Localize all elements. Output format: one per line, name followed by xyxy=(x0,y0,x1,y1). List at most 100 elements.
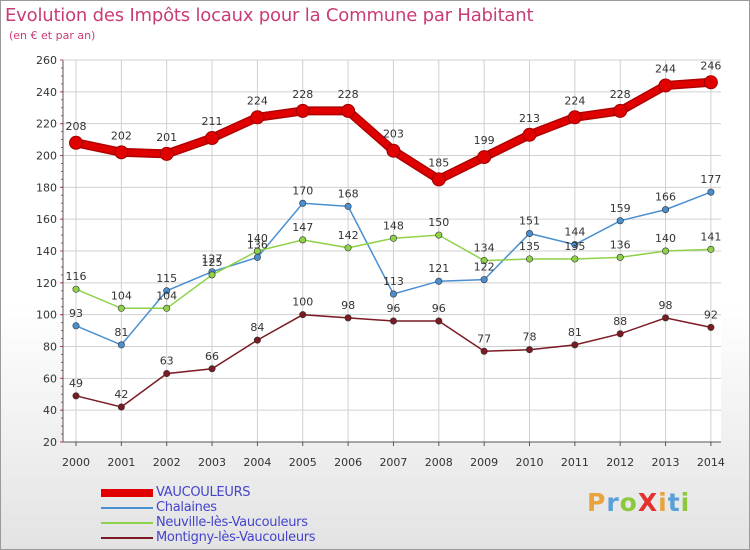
point-vaucouleurs xyxy=(69,135,83,150)
brand-letter: X xyxy=(637,488,659,517)
x-tick-label: 2013 xyxy=(652,456,680,469)
x-tick-label: 2004 xyxy=(243,456,271,469)
data-labels: 93 81 115 127 136 170 168 113 121 122 151 144 159 166… xyxy=(66,59,722,401)
data-label-vaucouleurs: 199 xyxy=(474,134,495,147)
x-tick-label: 2001 xyxy=(107,456,135,469)
point-montigny-les-vaucouleurs xyxy=(707,323,715,331)
y-tick-label: 160 xyxy=(36,213,57,226)
point-chalaines xyxy=(72,322,80,330)
data-label-montigny-les-vaucouleurs: 96 xyxy=(432,302,446,315)
point-vaucouleurs xyxy=(341,103,356,118)
data-label-vaucouleurs: 228 xyxy=(292,88,313,101)
point-montigny-les-vaucouleurs xyxy=(299,311,307,319)
y-tick-label: 60 xyxy=(43,372,57,385)
brand-letter: P xyxy=(587,488,607,517)
x-tick-label: 2010 xyxy=(516,456,544,469)
point-vaucouleurs xyxy=(114,145,129,160)
data-label-montigny-les-vaucouleurs: 42 xyxy=(114,388,128,401)
point-vaucouleurs xyxy=(703,75,718,90)
data-label-vaucouleurs: 228 xyxy=(610,88,631,101)
y-tick-label: 40 xyxy=(43,404,57,417)
y-tick-label: 200 xyxy=(36,150,57,163)
brand-letter: r xyxy=(606,488,620,517)
point-vaucouleurs xyxy=(295,103,310,118)
data-label-neuville-les-vaucouleurs: 140 xyxy=(247,232,268,245)
point-vaucouleurs xyxy=(386,143,401,158)
point-montigny-les-vaucouleurs xyxy=(253,336,261,344)
point-montigny-les-vaucouleurs xyxy=(389,317,397,325)
point-neuville-les-vaucouleurs xyxy=(208,271,216,279)
brand-logo: ProXiti xyxy=(587,488,690,517)
data-label-neuville-les-vaucouleurs: 134 xyxy=(474,242,495,255)
point-vaucouleurs xyxy=(431,172,446,187)
data-label-montigny-les-vaucouleurs: 100 xyxy=(292,296,313,309)
y-tick-label: 240 xyxy=(36,86,57,99)
point-chalaines xyxy=(253,253,261,261)
data-label-vaucouleurs: 208 xyxy=(66,120,87,133)
chart-title: Evolution des Impôts locaux pour la Comm… xyxy=(5,5,534,26)
point-chalaines xyxy=(344,202,352,210)
data-label-chalaines: 166 xyxy=(655,191,676,204)
point-chalaines xyxy=(525,229,533,237)
data-label-montigny-les-vaucouleurs: 96 xyxy=(386,302,400,315)
point-neuville-les-vaucouleurs xyxy=(571,255,579,263)
y-tick-label: 260 xyxy=(36,54,57,67)
x-tick-label: 2011 xyxy=(561,456,589,469)
data-label-neuville-les-vaucouleurs: 148 xyxy=(383,219,404,232)
data-label-montigny-les-vaucouleurs: 92 xyxy=(704,308,718,321)
point-vaucouleurs xyxy=(567,110,582,125)
x-tick-label: 2000 xyxy=(62,456,90,469)
data-label-vaucouleurs: 203 xyxy=(383,128,404,141)
grid xyxy=(63,59,721,443)
data-label-montigny-les-vaucouleurs: 98 xyxy=(659,299,673,312)
point-vaucouleurs xyxy=(613,103,628,118)
point-neuville-les-vaucouleurs xyxy=(435,231,443,239)
data-label-chalaines: 144 xyxy=(564,226,585,239)
data-label-chalaines: 127 xyxy=(202,253,223,266)
x-tick-label: 2003 xyxy=(198,456,226,469)
data-label-montigny-les-vaucouleurs: 98 xyxy=(341,299,355,312)
data-label-neuville-les-vaucouleurs: 140 xyxy=(655,232,676,245)
point-vaucouleurs xyxy=(522,127,537,142)
brand-letter: i xyxy=(658,488,668,517)
data-label-montigny-les-vaucouleurs: 88 xyxy=(613,315,627,328)
legend-swatch xyxy=(101,489,153,497)
legend-label: VAUCOULEURS xyxy=(156,485,251,500)
data-label-chalaines: 177 xyxy=(700,173,721,186)
data-label-neuville-les-vaucouleurs: 116 xyxy=(66,270,87,283)
point-vaucouleurs xyxy=(658,78,673,93)
x-tick-label: 2012 xyxy=(606,456,634,469)
y-tick-label: 140 xyxy=(36,245,57,258)
data-label-chalaines: 81 xyxy=(114,326,128,339)
data-label-vaucouleurs: 244 xyxy=(655,62,676,75)
data-label-vaucouleurs: 201 xyxy=(156,131,177,144)
point-chalaines xyxy=(117,341,125,349)
legend-label: Neuville-lès-Vaucouleurs xyxy=(156,515,308,530)
point-neuville-les-vaucouleurs xyxy=(299,236,307,244)
point-montigny-les-vaucouleurs xyxy=(616,330,624,338)
point-vaucouleurs xyxy=(205,130,220,145)
data-label-chalaines: 151 xyxy=(519,214,540,227)
data-label-chalaines: 121 xyxy=(428,262,449,275)
point-neuville-les-vaucouleurs xyxy=(163,304,171,312)
point-montigny-les-vaucouleurs xyxy=(480,347,488,355)
point-chalaines xyxy=(435,277,443,285)
data-label-neuville-les-vaucouleurs: 147 xyxy=(292,221,313,234)
point-chalaines xyxy=(480,276,488,284)
y-tick-label: 180 xyxy=(36,181,57,194)
data-label-vaucouleurs: 213 xyxy=(519,112,540,125)
y-tick-label: 100 xyxy=(36,309,57,322)
point-neuville-les-vaucouleurs xyxy=(344,244,352,252)
point-montigny-les-vaucouleurs xyxy=(662,314,670,322)
point-chalaines xyxy=(571,241,579,249)
point-chalaines xyxy=(389,290,397,298)
data-label-chalaines: 93 xyxy=(69,307,83,320)
data-label-vaucouleurs: 228 xyxy=(338,88,359,101)
data-label-vaucouleurs: 246 xyxy=(700,59,721,72)
y-tick-label: 80 xyxy=(43,341,57,354)
data-label-neuville-les-vaucouleurs: 125 xyxy=(202,256,223,269)
point-chalaines xyxy=(163,287,171,295)
x-tick-label: 2006 xyxy=(334,456,362,469)
legend-label: Chalaines xyxy=(156,500,217,515)
